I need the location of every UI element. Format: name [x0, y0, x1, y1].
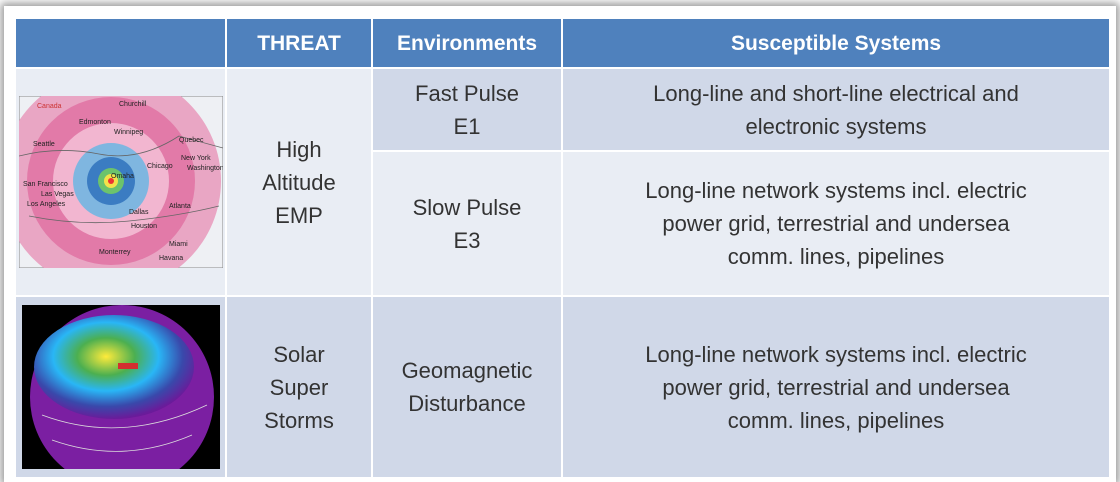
map-label: Seattle — [33, 141, 55, 148]
cell-line: EMP — [275, 202, 323, 228]
cell-line: Fast Pulse — [415, 80, 519, 106]
header-text: Susceptible Systems — [730, 31, 942, 55]
map-label: Churchill — [119, 101, 147, 108]
map-label: Chicago — [147, 163, 173, 170]
header-cell — [16, 19, 225, 67]
map-label: Monterrey — [99, 249, 131, 256]
cell-line: electronic systems — [745, 113, 927, 139]
header-cell: Susceptible Systems — [563, 19, 1109, 67]
map-label: Washington — [187, 165, 223, 172]
map-label: Quebec — [179, 137, 204, 144]
header-text: THREAT — [257, 31, 341, 55]
systems-cell: Long-line and short-line electrical and e… — [563, 69, 1109, 150]
threat-cell: High Altitude EMP — [227, 69, 371, 295]
map-label: New York — [181, 155, 211, 162]
cell-line: power grid, terrestrial and undersea — [662, 211, 1010, 236]
cell-line: Slow Pulse — [412, 194, 522, 220]
cell-line: Long-line and short-line electrical and — [653, 80, 1019, 106]
systems-cell: Long-line network systems incl. electric… — [563, 152, 1109, 295]
cell-line: Super — [269, 374, 329, 400]
environment-cell: Fast Pulse E1 — [373, 69, 561, 150]
map-label: Winnipeg — [114, 129, 143, 136]
map-label: Edmonton — [79, 119, 111, 126]
map-label: Las Vegas — [41, 191, 74, 198]
cell-line: comm. lines, pipelines — [727, 407, 945, 433]
cell-line: Solar — [273, 341, 325, 367]
map-label: Los Angeles — [27, 201, 66, 208]
header-cell: Environments — [373, 19, 561, 67]
map-label: Atlanta — [169, 203, 191, 210]
map-label: Omaha — [111, 173, 134, 180]
map-label: San Francisco — [23, 181, 68, 188]
cell-line: comm. lines, pipelines — [727, 244, 945, 269]
cell-line: power grid, terrestrial and undersea — [662, 374, 1010, 400]
threat-cell: Solar Super Storms — [227, 297, 371, 477]
image-cell — [16, 297, 225, 477]
cell-line: Geomagnetic — [401, 358, 533, 383]
environment-cell: Geomagnetic Disturbance — [373, 297, 561, 477]
solar-globe — [21, 305, 220, 469]
cell-line: Long-line network systems incl. electric — [645, 178, 1027, 203]
map-label: Dallas — [129, 209, 149, 216]
image-cell: Canada Churchill Edmonton Winnipeg Seattle Qu… — [16, 69, 225, 295]
cell-line: High — [276, 136, 322, 162]
header-cell: THREAT — [227, 19, 371, 67]
cell-line: Storms — [264, 407, 334, 433]
environment-cell: Slow Pulse E3 — [373, 152, 561, 295]
cell-line: Long-line network systems incl. electric — [645, 341, 1027, 367]
map-label: Miami — [169, 241, 188, 248]
header-text: Environments — [396, 31, 538, 55]
systems-cell: Long-line network systems incl. electric… — [563, 297, 1109, 477]
cell-line: E3 — [453, 227, 481, 253]
map-label: Canada — [37, 103, 62, 110]
cell-line: E1 — [453, 113, 481, 139]
map-label: Houston — [131, 223, 157, 230]
cell-line: Disturbance — [408, 391, 526, 416]
map-label: Havana — [159, 255, 183, 262]
cell-line: Altitude — [262, 169, 336, 195]
